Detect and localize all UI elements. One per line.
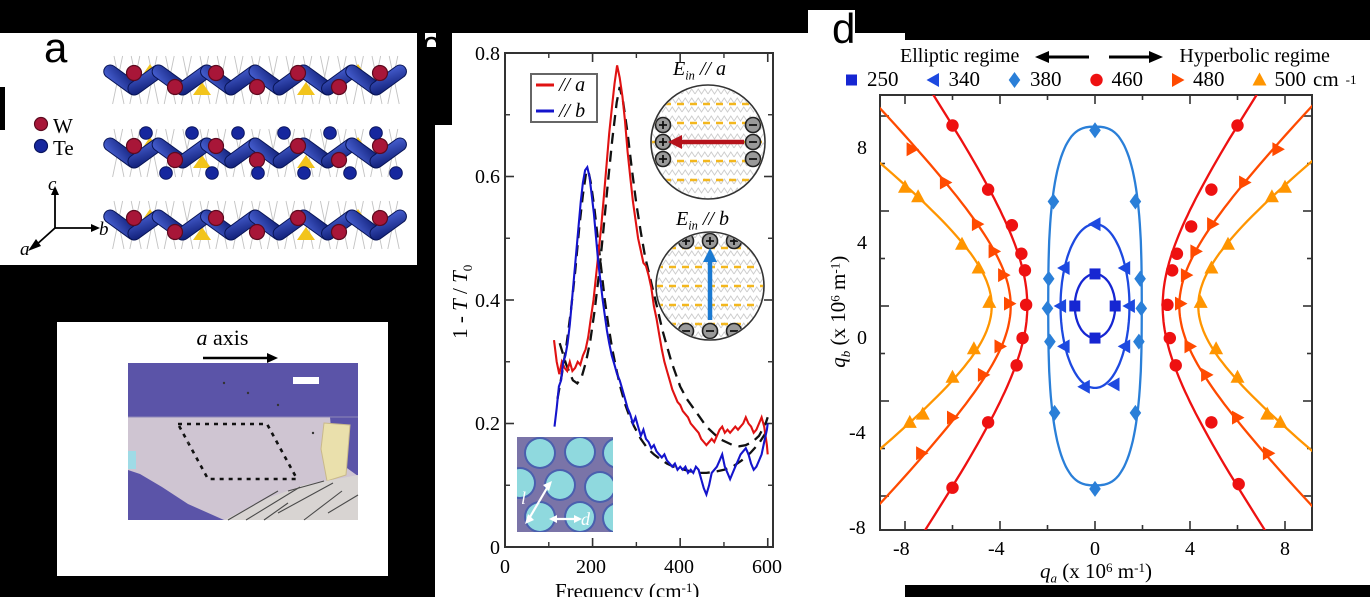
- legend-w-label: W: [53, 114, 73, 138]
- d-xtick-0: 0: [1090, 538, 1100, 560]
- d-legend-value: 500: [1274, 67, 1307, 91]
- panel-a-letter: a: [44, 24, 68, 71]
- scale-bar: [293, 377, 319, 384]
- dashed-region-outline: [175, 422, 300, 481]
- d-frequency-legend: 250 340 380 460 480 500 cm -1: [843, 67, 1357, 92]
- flake-photo: [128, 353, 359, 521]
- c-legend-row-b: // b: [536, 100, 592, 123]
- circle-icon: [1089, 73, 1103, 87]
- optical-image: [128, 363, 359, 521]
- axis-a-label: a: [20, 239, 30, 260]
- disk-inset-l-label: l: [521, 488, 527, 508]
- d-xtick-8: 8: [1280, 538, 1290, 560]
- isofrequency-plot: [879, 94, 1313, 531]
- markers-340: [1053, 217, 1135, 394]
- d-xtick-m4: -4: [988, 538, 1005, 560]
- d-legend-value: 480: [1193, 67, 1225, 91]
- panel-a: a W Te c b a: [0, 27, 417, 265]
- spectra-plot: [504, 52, 774, 548]
- d-yaxis-title: qb (x 106 m-1): [826, 255, 853, 368]
- disk-inset-d-label: d: [581, 509, 590, 529]
- axis-triad-icon: [34, 193, 93, 247]
- hyperbolic-regime-label: Hyperbolic regime: [1179, 45, 1330, 67]
- right-arrow-icon: [1109, 50, 1164, 63]
- ein-inset-b: [655, 231, 765, 341]
- crystal-structure-drawing: [28, 55, 407, 251]
- d-legend-entry-340: 340: [925, 67, 981, 92]
- c-legend-row-a: // a: [536, 74, 592, 97]
- d-ytick-m4: -4: [849, 422, 866, 444]
- d-legend-entry-460: 460: [1088, 67, 1144, 92]
- spectrum-curve-1: [553, 164, 769, 498]
- left-arrow-icon: [1035, 50, 1090, 63]
- diamond-icon: [1008, 72, 1021, 88]
- c-legend-label-b: // b: [559, 99, 586, 122]
- panel-d-notch: [808, 10, 855, 42]
- c-ytick-08: 0.8: [475, 43, 500, 65]
- d-ytick-m8: -8: [849, 517, 866, 539]
- d-legend-value: 340: [948, 67, 981, 91]
- panel-d-letter: d: [832, 5, 856, 52]
- d-legend-entry-250: 250: [843, 67, 899, 92]
- c-yaxis-title: 1 - T / T0: [448, 264, 475, 339]
- c-ytick-02: 0.2: [475, 413, 500, 435]
- artifact-black-line: [0, 87, 5, 130]
- elliptic-regime-label: Elliptic regime: [900, 45, 1020, 67]
- axis-b-label: b: [99, 219, 109, 240]
- d-legend-value: 380: [1030, 67, 1062, 91]
- d-legend-entry-500: 500 cm -1: [1251, 67, 1357, 92]
- c-xtick-200: 200: [576, 556, 606, 578]
- c-xtick-0: 0: [500, 556, 510, 578]
- c-legend-label-a: // a: [559, 73, 586, 96]
- d-xtick-m8: -8: [893, 538, 910, 560]
- d-legend-entry-380: 380: [1006, 67, 1062, 92]
- contour-250: [1073, 272, 1117, 340]
- ein-a-label: Ein // a: [673, 58, 726, 83]
- legend-te-label: Te: [53, 136, 74, 160]
- regime-header: Elliptic regime Hyperbolic regime: [900, 45, 1330, 68]
- c-legend: // a // b: [530, 73, 598, 123]
- d-ytick-0: 0: [857, 327, 867, 349]
- w-atom-icon: [33, 116, 49, 132]
- spectrum-curve-2: [558, 86, 769, 448]
- markers-500: [898, 179, 1292, 428]
- tri-left-icon: [926, 73, 939, 87]
- panel-c-letter: c: [425, 33, 436, 47]
- ein-b-label: Ein // b: [676, 208, 729, 233]
- crystal-layer: [103, 55, 407, 105]
- microscope-panel: a axis: [57, 322, 388, 576]
- d-xtick-4: 4: [1185, 538, 1195, 560]
- tri-up-icon: [1252, 72, 1266, 86]
- markers-250: [1069, 268, 1121, 344]
- crystal-layer: [103, 200, 407, 250]
- c-ytick-0: 0: [490, 537, 500, 559]
- tri-right-icon: [1172, 73, 1185, 87]
- square-icon: [846, 74, 857, 86]
- artifact-black-notch: [435, 33, 452, 125]
- d-legend-value: 460: [1111, 67, 1144, 91]
- panel-c-letter-sliver: c: [425, 33, 436, 47]
- d-legend-value: 250: [867, 67, 899, 91]
- c-xtick-400: 400: [664, 556, 694, 578]
- markers-380: [1041, 122, 1148, 497]
- te-atom-icon: [33, 138, 49, 154]
- d-ytick-8: 8: [857, 137, 867, 159]
- spectrum-curve-0: [552, 65, 769, 455]
- ein-inset-a: [650, 84, 766, 200]
- axis-c-label: c: [48, 174, 57, 195]
- d-legend-entry-480: 480: [1169, 67, 1225, 92]
- c-xaxis-title: Frequency (cm-1): [555, 579, 700, 597]
- c-xtick-600: 600: [752, 556, 782, 578]
- d-ytick-4: 4: [857, 232, 867, 254]
- crystal-layer: [103, 126, 407, 180]
- c-ytick-04: 0.4: [475, 290, 500, 312]
- spectrum-curve-3: [556, 167, 769, 475]
- markers-460: [946, 119, 1245, 494]
- markers-480: [906, 142, 1285, 461]
- a-axis-title: a axis: [196, 325, 249, 350]
- disk-array-inset: [517, 437, 613, 532]
- c-ytick-06: 0.6: [475, 166, 500, 188]
- d-xaxis-title: qa (x 106 m-1): [1040, 559, 1152, 586]
